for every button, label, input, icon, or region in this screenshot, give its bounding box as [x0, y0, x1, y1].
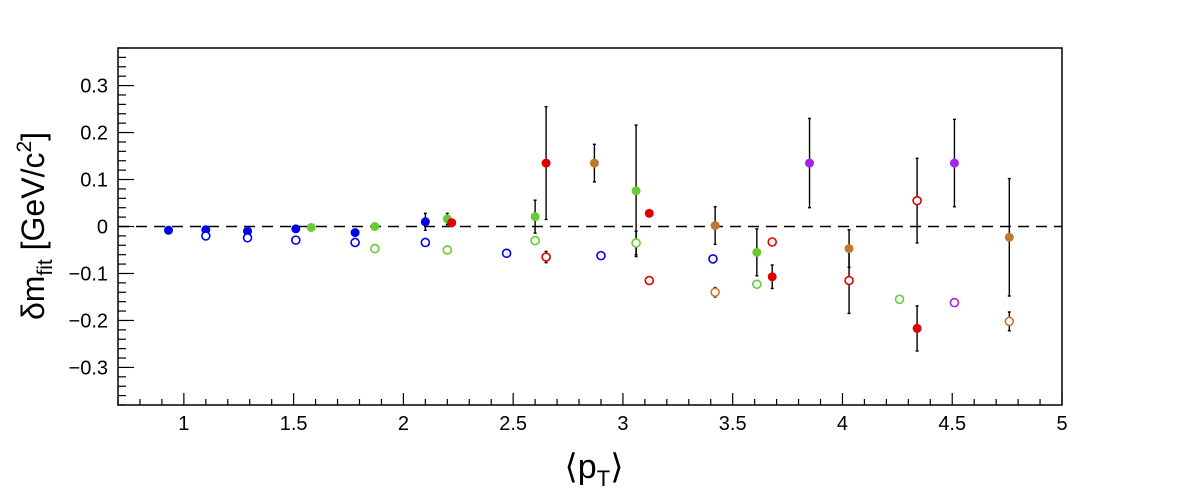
data-point-filled: [306, 222, 316, 232]
y-axis-title-unit: [GeV/c: [15, 153, 51, 260]
data-point-filled: [420, 217, 430, 227]
data-point-open: [291, 235, 301, 245]
data-series: [710, 286, 1015, 332]
data-series: [589, 143, 1014, 297]
x-tick-label: 4: [837, 413, 848, 435]
data-point-filled: [530, 212, 540, 222]
data-point-filled: [805, 158, 815, 168]
data-point-filled: [844, 244, 854, 254]
data-point-filled: [631, 186, 641, 196]
x-tick-label: 3: [617, 413, 628, 435]
x-tick-label: 1.5: [280, 413, 308, 435]
x-axis-title-close: ⟩: [610, 448, 623, 486]
data-point-filled: [949, 158, 959, 168]
y-axis-title-close: ]: [15, 132, 51, 141]
data-series: [805, 117, 959, 209]
data-point-open: [949, 297, 960, 308]
data-point-open: [708, 254, 718, 264]
data-points: [163, 106, 1015, 352]
data-point-open: [541, 252, 551, 262]
x-tick-label: 3.5: [719, 413, 747, 435]
x-tick-label: 4.5: [938, 413, 966, 435]
y-tick-label: −0.3: [69, 357, 108, 379]
data-point-open: [501, 248, 512, 259]
y-tick-label: 0.1: [80, 170, 108, 192]
data-point-filled: [1004, 232, 1014, 242]
data-point-filled: [541, 158, 551, 168]
y-axis-title: δmfit [GeV/c2]: [13, 132, 57, 320]
data-point-filled: [912, 323, 922, 333]
data-point-open: [350, 237, 360, 248]
data-point-filled: [163, 225, 173, 235]
data-point-filled: [644, 208, 654, 218]
data-series: [370, 230, 905, 305]
y-tick-label: 0.2: [80, 123, 108, 145]
y-axis-title-subscript: fit: [34, 259, 57, 276]
data-point-filled: [370, 222, 380, 231]
data-point-filled: [447, 218, 457, 228]
axis-tick-labels: 1 1.5 2 2.5 3 3.5 4 4.5 5 −0.3 −0.2 −0.1 0 0.1 0.2 0.3: [69, 76, 1068, 435]
data-point-open: [242, 232, 253, 243]
data-point-open: [767, 237, 778, 247]
data-point-filled: [767, 272, 777, 282]
data-point-open: [530, 235, 540, 246]
data-point-open: [442, 245, 453, 255]
data-point-filled: [589, 158, 599, 168]
data-point-open: [370, 243, 380, 254]
x-axis-title-main: ⟨p: [565, 448, 597, 486]
data-point-filled: [291, 224, 301, 234]
data-point-open: [844, 275, 854, 286]
y-axis-title-main: δm: [15, 276, 51, 320]
x-axis-title-subscript: T: [597, 466, 610, 491]
y-tick-label: 0.3: [80, 76, 108, 98]
data-point-open: [894, 294, 905, 305]
data-point-open: [631, 238, 641, 248]
y-tick-label: −0.1: [69, 263, 108, 285]
data-point-open: [201, 231, 211, 241]
data-series: [201, 231, 718, 264]
data-point-filled: [350, 228, 360, 238]
data-point-open: [752, 279, 762, 290]
data-series: [949, 297, 960, 308]
y-axis-title-superscript: 2: [13, 141, 36, 153]
data-point-open: [644, 275, 655, 286]
y-tick-label: −0.2: [69, 310, 108, 332]
y-tick-label: 0: [97, 217, 108, 239]
data-point-filled: [752, 247, 762, 257]
axis-ticks: [117, 47, 1063, 406]
x-tick-label: 2.5: [499, 413, 527, 435]
x-tick-label: 1: [178, 413, 189, 435]
data-point-open: [912, 195, 922, 206]
data-point-filled: [710, 221, 720, 231]
data-point-open: [420, 237, 431, 248]
data-point-open: [1004, 316, 1015, 327]
data-series: [306, 124, 762, 277]
data-point-open: [710, 287, 720, 298]
x-tick-label: 5: [1056, 413, 1067, 435]
data-series: [541, 157, 922, 315]
data-series: [447, 106, 922, 352]
data-point-open: [596, 250, 606, 261]
x-tick-label: 2: [398, 413, 409, 435]
x-axis-title: ⟨pT⟩: [565, 448, 624, 491]
